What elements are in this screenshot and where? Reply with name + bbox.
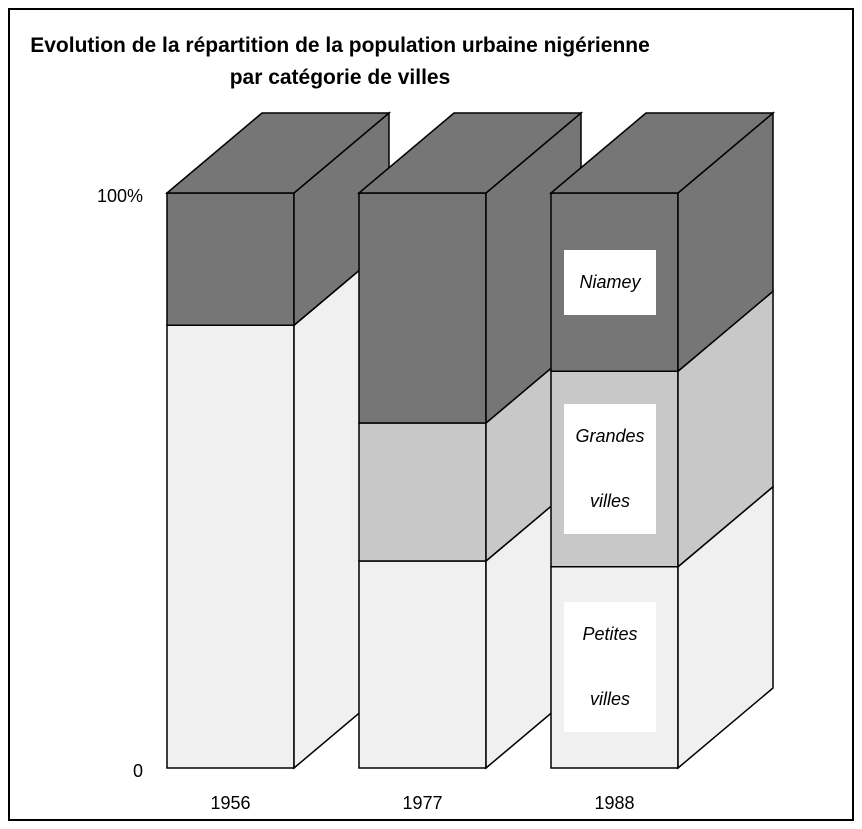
series-label: Niamey	[564, 249, 656, 315]
y-tick-label: 0	[133, 761, 143, 781]
bar-segment	[164, 111, 392, 327]
bar-front	[166, 192, 295, 326]
bar-top	[356, 112, 584, 194]
bar-front	[358, 560, 487, 769]
chart-title: Evolution de la répartition de la popula…	[30, 34, 650, 89]
frame	[8, 8, 854, 821]
x-tick-label: 1988	[594, 793, 634, 813]
series-label: Petites villes	[564, 602, 656, 733]
x-tick-label: 1977	[402, 793, 442, 813]
bar-front	[166, 324, 295, 769]
y-tick-label: 100%	[97, 186, 143, 206]
x-tick-label: 1956	[210, 793, 250, 813]
series-label: Grandes villes	[564, 404, 656, 534]
bar-top	[164, 112, 392, 194]
bar-front	[358, 422, 487, 562]
bar-segment	[550, 485, 774, 770]
bar-front	[358, 192, 487, 424]
bar-top	[548, 112, 776, 194]
